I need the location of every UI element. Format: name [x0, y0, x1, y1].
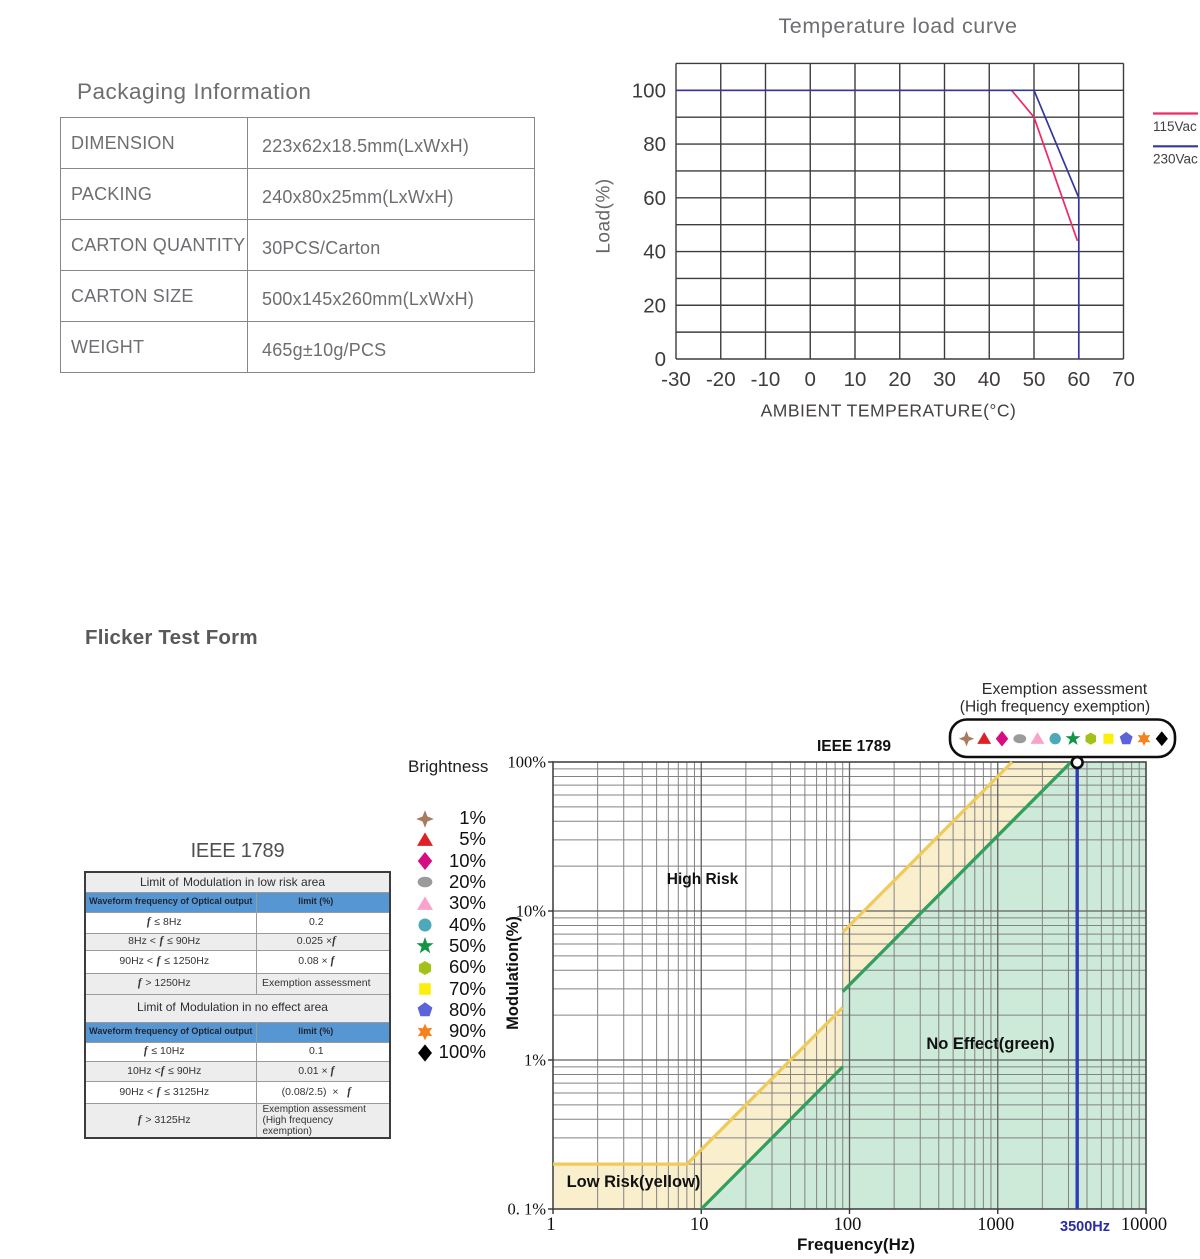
svg-text:Load(%): Load(%)	[594, 178, 615, 253]
svg-text:20: 20	[888, 368, 911, 391]
svg-text:Low Risk(yellow): Low Risk(yellow)	[567, 1173, 701, 1191]
svg-text:30: 30	[933, 368, 956, 391]
svg-text:80: 80	[643, 133, 666, 156]
svg-text:50: 50	[1023, 368, 1046, 391]
svg-text:0. 1%: 0. 1%	[508, 1200, 547, 1219]
svg-text:-10: -10	[751, 368, 781, 391]
svg-text:10000: 10000	[1121, 1215, 1167, 1235]
svg-text:100: 100	[632, 79, 666, 102]
svg-text:3500Hz: 3500Hz	[1060, 1219, 1110, 1235]
svg-text:No Effect(green): No Effect(green)	[926, 1035, 1054, 1053]
svg-text:Temperature load curve: Temperature load curve	[778, 14, 1017, 38]
svg-text:0: 0	[804, 368, 815, 391]
svg-text:Exemption assessment: Exemption assessment	[982, 681, 1148, 698]
svg-text:100: 100	[834, 1215, 862, 1235]
svg-text:AMBIENT TEMPERATURE(°C): AMBIENT TEMPERATURE(°C)	[761, 401, 1017, 421]
svg-text:Frequency(Hz): Frequency(Hz)	[797, 1235, 915, 1254]
svg-text:60: 60	[1067, 368, 1090, 391]
svg-text:115Vac: 115Vac	[1153, 119, 1197, 134]
svg-text:230Vac: 230Vac	[1153, 152, 1198, 167]
svg-text:(High frequency exemption): (High frequency exemption)	[960, 699, 1150, 716]
svg-text:1: 1	[546, 1215, 555, 1235]
svg-text:70: 70	[1112, 368, 1135, 391]
svg-text:-20: -20	[706, 368, 736, 391]
svg-text:1000: 1000	[977, 1215, 1014, 1235]
svg-text:-30: -30	[661, 368, 691, 391]
svg-text:100%: 100%	[508, 753, 547, 772]
svg-text:10: 10	[690, 1215, 709, 1235]
svg-text:High Risk: High Risk	[667, 871, 739, 888]
svg-text:0: 0	[655, 348, 666, 371]
svg-text:10%: 10%	[516, 902, 547, 921]
svg-text:Modulation(%): Modulation(%)	[504, 916, 522, 1030]
svg-text:IEEE 1789: IEEE 1789	[817, 738, 891, 755]
svg-text:60: 60	[643, 187, 666, 210]
svg-text:10: 10	[844, 368, 867, 391]
svg-text:1%: 1%	[524, 1051, 546, 1070]
svg-text:40: 40	[643, 241, 666, 264]
svg-text:20: 20	[643, 294, 666, 317]
svg-text:40: 40	[978, 368, 1001, 391]
